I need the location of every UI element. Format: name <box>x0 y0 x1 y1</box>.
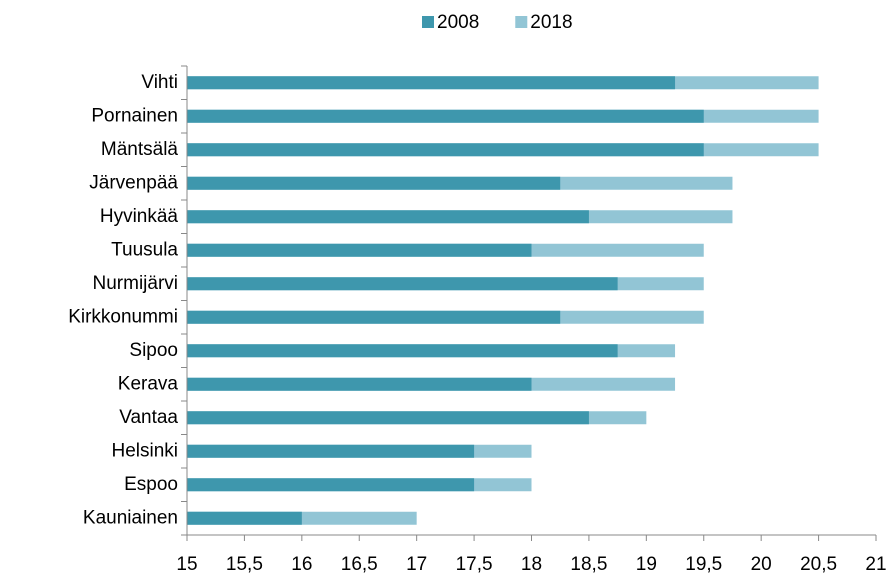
bar <box>187 411 589 425</box>
legend-swatch <box>422 16 434 28</box>
legend-label: 2008 <box>437 12 479 33</box>
bar <box>187 511 302 525</box>
bar <box>187 377 532 391</box>
bar <box>187 444 475 458</box>
x-tick-label: 19,5 <box>685 554 722 575</box>
y-tick-label: Hyvinkää <box>100 206 179 227</box>
bar <box>187 277 618 291</box>
bar <box>187 176 561 190</box>
bar <box>187 310 561 324</box>
bar <box>187 143 704 157</box>
y-tick-label: Tuusula <box>111 239 178 260</box>
y-tick-label: Vihti <box>141 72 178 93</box>
x-tick-label: 15 <box>176 554 197 575</box>
x-tick-label: 19 <box>636 554 657 575</box>
y-tick-label: Kauniainen <box>83 507 178 528</box>
bar <box>187 478 475 492</box>
y-tick-label: Nurmijärvi <box>93 273 179 294</box>
y-tick-label: Järvenpää <box>89 172 178 193</box>
bar <box>187 76 676 90</box>
x-tick-label: 18 <box>521 554 542 575</box>
bar <box>187 210 589 224</box>
legend-swatch <box>515 16 528 28</box>
bar <box>187 109 704 123</box>
x-tick-label: 16 <box>291 554 312 575</box>
y-tick-label: Sipoo <box>129 340 178 361</box>
y-tick-label: Mäntsälä <box>101 139 179 160</box>
x-tick-label: 18,5 <box>570 554 607 575</box>
bar <box>187 243 532 257</box>
x-tick-label: 21 <box>865 554 886 575</box>
y-tick-label: Pornainen <box>91 105 178 126</box>
bar <box>187 344 618 358</box>
y-tick-label: Vantaa <box>119 407 178 428</box>
x-tick-label: 16,5 <box>341 554 378 575</box>
y-tick-label: Espoo <box>124 474 178 495</box>
y-tick-label: Helsinki <box>111 440 178 461</box>
x-tick-label: 17 <box>406 554 427 575</box>
x-tick-label: 17,5 <box>456 554 493 575</box>
y-tick-label: Kirkkonummi <box>68 306 178 327</box>
x-tick-label: 20,5 <box>800 554 837 575</box>
y-tick-label: Kerava <box>118 373 179 394</box>
x-tick-label: 20 <box>751 554 772 575</box>
legend-label: 2018 <box>530 12 572 33</box>
x-tick-label: 15,5 <box>226 554 263 575</box>
